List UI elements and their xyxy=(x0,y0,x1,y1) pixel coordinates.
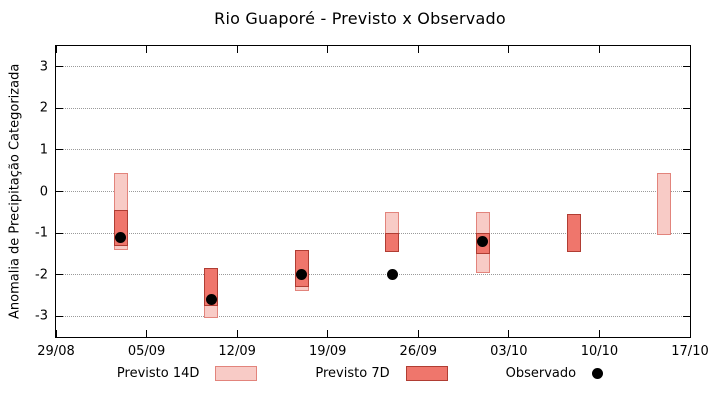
x-tick-mark xyxy=(689,330,691,337)
y-tick-mark xyxy=(683,232,690,234)
x-tick-mark xyxy=(598,330,600,337)
x-tick-label: 10/10 xyxy=(580,344,619,359)
x-tick-mark xyxy=(417,330,419,337)
legend-label-previsto-14d: Previsto 14D xyxy=(116,366,200,381)
bar-previsto-7d xyxy=(566,214,581,252)
gridline xyxy=(56,149,690,151)
x-tick-mark xyxy=(236,330,238,337)
y-tick-mark xyxy=(683,191,690,192)
y-tick-mark xyxy=(683,107,690,109)
x-tick-mark xyxy=(598,46,600,53)
legend-swatch-previsto-14d xyxy=(215,366,258,381)
y-tick-mark xyxy=(683,274,690,276)
y-tick-mark xyxy=(683,315,690,317)
x-tick-mark xyxy=(327,46,329,53)
legend-swatch-observado-dot xyxy=(592,368,604,379)
legend-label-observado: Observado xyxy=(505,366,577,381)
x-tick-mark xyxy=(236,46,238,53)
plot-area: 3 2 1 0 -1 -2 -3 29/08 05/09 12/09 19/09 26/09 03/10… xyxy=(35,45,709,359)
y-tick-mark xyxy=(56,232,63,234)
legend-label-previsto-7d: Previsto 7D xyxy=(315,366,390,381)
legend-item-previsto-14d: Previsto 14D xyxy=(116,366,258,381)
observado-dot xyxy=(115,231,127,243)
observado-dot xyxy=(477,235,489,247)
y-tick-mark xyxy=(56,66,63,68)
observado-dot xyxy=(296,269,308,281)
x-tick-label: 03/10 xyxy=(490,344,528,359)
legend-item-observado: Observado xyxy=(505,366,604,381)
x-tick-label: 19/09 xyxy=(308,344,347,359)
x-tick-label: 26/09 xyxy=(399,344,438,359)
bar-previsto-14d xyxy=(657,172,672,236)
x-tick-mark xyxy=(508,330,510,337)
y-tick-mark xyxy=(56,315,63,317)
y-tick-mark xyxy=(56,107,63,109)
y-tick-label: 0 xyxy=(39,184,48,199)
gridline xyxy=(56,191,690,192)
y-tick-mark xyxy=(683,149,690,151)
x-tick-mark xyxy=(146,330,148,337)
y-tick-mark xyxy=(56,191,63,192)
legend-swatch-previsto-7d xyxy=(405,366,448,381)
y-tick-label: -3 xyxy=(35,308,48,324)
y-tick-mark xyxy=(56,149,63,151)
y-tick-mark xyxy=(56,274,63,276)
x-tick-mark xyxy=(508,46,510,53)
y-tick-label: 1 xyxy=(39,142,48,158)
gridline xyxy=(56,274,690,276)
y-tick-mark xyxy=(683,66,690,68)
x-tick-label: 29/08 xyxy=(37,344,75,359)
gridline xyxy=(56,315,690,317)
gridline xyxy=(56,232,690,234)
gridline xyxy=(56,66,690,68)
chart-title: Rio Guaporé - Previsto x Observado xyxy=(214,9,506,28)
y-tick-label: -1 xyxy=(35,225,48,241)
legend-item-previsto-7d: Previsto 7D xyxy=(315,366,448,381)
x-tick-label: 12/09 xyxy=(218,344,256,359)
bar-previsto-7d xyxy=(385,233,400,252)
y-tick-label: 3 xyxy=(39,59,48,75)
x-tick-mark xyxy=(689,46,691,53)
legend: Previsto 14D Previsto 7D Observado xyxy=(0,366,720,381)
y-tick-label: -2 xyxy=(35,267,48,283)
x-tick-mark xyxy=(417,46,419,53)
x-tick-mark xyxy=(327,330,329,337)
y-tick-label: 2 xyxy=(39,100,48,116)
gridline xyxy=(56,107,690,109)
y-axis-label: Anomalia de Precipitação Categorizada xyxy=(7,63,23,320)
observado-dot xyxy=(386,269,398,281)
x-tick-mark xyxy=(55,46,57,53)
x-tick-label: 17/10 xyxy=(671,344,709,359)
x-tick-label: 05/09 xyxy=(127,344,166,359)
observado-dot xyxy=(205,294,217,306)
x-tick-mark xyxy=(146,46,148,53)
x-tick-mark xyxy=(55,330,57,337)
